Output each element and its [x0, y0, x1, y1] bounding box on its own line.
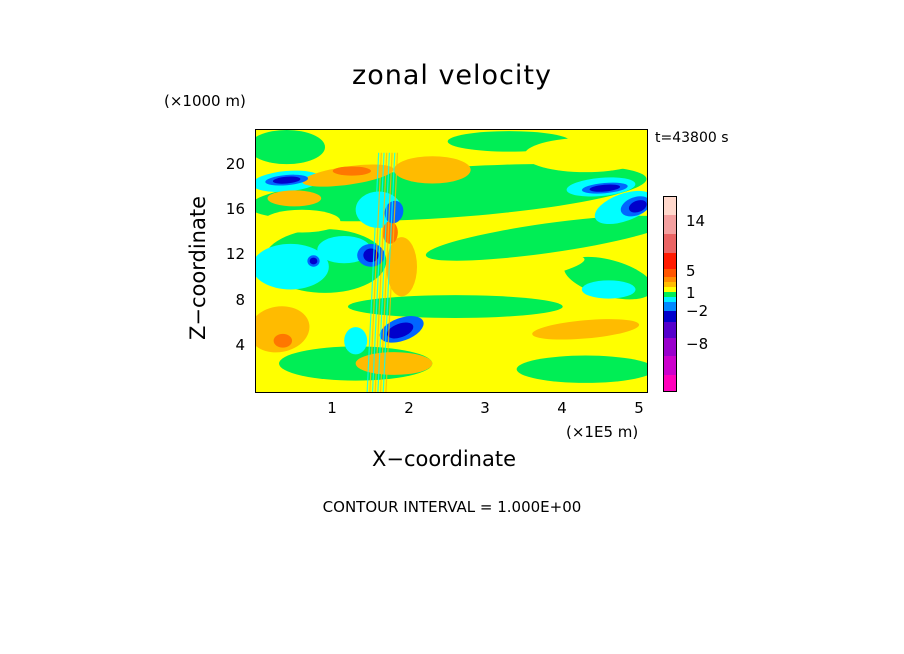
- colorbar-level: [663, 297, 677, 303]
- field-region: [256, 306, 310, 353]
- colorbar-level: [663, 292, 677, 298]
- y-unit-label: (×1000 m): [164, 92, 246, 110]
- colorbar-level: [663, 375, 677, 392]
- x-tick-label: 3: [480, 399, 490, 417]
- field-region: [386, 322, 414, 339]
- field-region: [433, 254, 585, 290]
- field-region: [348, 295, 563, 318]
- x-tick-label: 2: [404, 399, 414, 417]
- x-tick-label: 1: [327, 399, 337, 417]
- field-streak: [377, 152, 390, 392]
- colorbar-tick-label: −2: [686, 302, 709, 320]
- time-label: t=43800 s: [655, 130, 729, 146]
- field-region: [332, 166, 371, 176]
- field-region: [273, 333, 293, 348]
- field-streak: [385, 152, 399, 392]
- field-region: [386, 237, 417, 297]
- field-streak: [366, 152, 380, 392]
- colorbar-level: [663, 253, 677, 270]
- field-region: [628, 200, 647, 213]
- colorbar-level: [663, 196, 677, 216]
- colorbar-level: [663, 322, 677, 339]
- y-tick-label: 16: [225, 200, 245, 218]
- field-region: [516, 355, 647, 383]
- field-streak: [382, 152, 396, 392]
- plot-frame: [255, 129, 648, 393]
- contour-interval-note: CONTOUR INTERVAL = 1.000E+00: [322, 498, 582, 516]
- field-streak: [371, 152, 385, 392]
- field-region: [355, 352, 433, 375]
- field-streak: [379, 152, 393, 392]
- colorbar-tick-label: −8: [686, 335, 709, 353]
- y-tick-label: 8: [235, 291, 245, 309]
- colorbar-level: [663, 234, 677, 254]
- y-tick-label: 20: [225, 155, 245, 173]
- field-region: [344, 327, 368, 355]
- colorbar-level: [663, 277, 677, 283]
- colorbar-tick-label: 14: [686, 212, 706, 230]
- colorbar-level: [663, 287, 677, 293]
- field-region: [425, 215, 647, 261]
- colorbar-level: [663, 215, 677, 235]
- colorbar-border: [663, 196, 677, 392]
- x-tick-label: 4: [557, 399, 567, 417]
- field-streak: [369, 152, 382, 392]
- field-region: [256, 243, 329, 290]
- colorbar-tick-label: 1: [686, 284, 696, 302]
- field-region: [302, 164, 394, 187]
- field-region: [394, 156, 471, 184]
- y-tick-label: 12: [225, 245, 245, 263]
- x-axis-label: X−coordinate: [372, 447, 516, 471]
- colorbar-level: [663, 282, 677, 288]
- field-streak: [374, 152, 388, 392]
- y-axis-label: Z−coordinate: [186, 196, 210, 340]
- field-region: [309, 257, 318, 265]
- field-region: [263, 209, 341, 233]
- y-tick-label: 4: [235, 336, 245, 354]
- field-region: [581, 280, 636, 299]
- colorbar-level: [663, 338, 677, 357]
- colorbar: [663, 196, 677, 392]
- heatmap-svg: [256, 130, 647, 392]
- colorbar-level: [663, 269, 677, 278]
- colorbar-level: [663, 311, 677, 323]
- field-region: [272, 176, 301, 184]
- field-region: [532, 319, 640, 340]
- field-region: [589, 184, 621, 192]
- field-region: [363, 248, 379, 263]
- chart-title: zonal velocity: [352, 60, 552, 91]
- field-region: [267, 190, 322, 207]
- colorbar-level: [663, 356, 677, 376]
- x-unit-label: (×1E5 m): [566, 423, 639, 441]
- heatmap-plot-area: [256, 130, 647, 392]
- colorbar-level: [663, 302, 677, 312]
- colorbar-tick-label: 5: [686, 262, 696, 280]
- field-region: [524, 137, 647, 173]
- field-region: [256, 130, 325, 165]
- x-tick-label: 5: [634, 399, 644, 417]
